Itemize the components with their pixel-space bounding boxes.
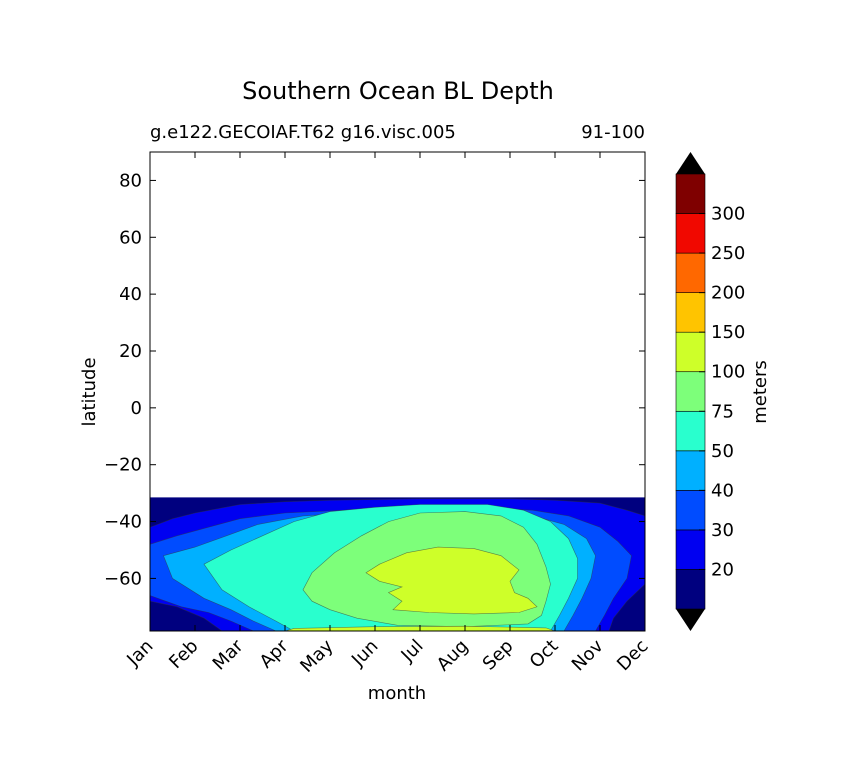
x-tick-label: May — [296, 635, 337, 676]
chart-subtitle-right: 91-100 — [581, 122, 645, 143]
colorbar-tick-label: 100 — [711, 362, 745, 383]
colorbar-tick-label: 50 — [711, 441, 734, 462]
y-tick-label: 40 — [119, 284, 142, 305]
colorbar-tick-label: 20 — [711, 559, 734, 580]
y-axis: 80 60 40 20 0 −20 −40 −60 — [104, 170, 645, 589]
contour-field — [150, 497, 645, 631]
y-tick-label: −20 — [104, 455, 142, 476]
y-tick-label: 20 — [119, 341, 142, 362]
y-tick-label: −40 — [104, 512, 142, 533]
x-axis-label: month — [368, 683, 426, 704]
colorbar-segment — [675, 213, 706, 254]
plot-frame — [149, 151, 646, 632]
x-tick-label: Sep — [479, 636, 518, 675]
x-tick-label: Feb — [165, 636, 202, 673]
colorbar-tick-label: 150 — [711, 322, 745, 343]
x-tick-label: Aug — [433, 636, 473, 676]
colorbar-segment — [675, 490, 706, 531]
colorbar-tick-label: 250 — [711, 243, 745, 264]
colorbar-label: meters — [750, 360, 771, 424]
x-tick-label: Apr — [256, 635, 293, 672]
x-tick-label: Jun — [347, 636, 382, 671]
colorbar-extend-min — [676, 609, 705, 631]
y-tick-label: −60 — [104, 568, 142, 589]
colorbar-segment — [675, 529, 706, 570]
chart-title: Southern Ocean BL Depth — [242, 77, 554, 105]
colorbar-tick-label: 300 — [711, 204, 745, 225]
colorbar-segment — [675, 292, 706, 333]
colorbar-segment — [675, 371, 706, 412]
colorbar-segment — [675, 569, 706, 610]
colorbar-tick-label: 40 — [711, 480, 734, 501]
y-tick-label: 60 — [119, 227, 142, 248]
colorbar-segment — [675, 410, 706, 452]
x-tick-label: Jan — [122, 636, 157, 671]
x-tick-label: Nov — [568, 635, 608, 675]
y-tick-label: 0 — [131, 398, 142, 419]
colorbar-tick-label: 75 — [711, 401, 734, 422]
colorbar-segment — [675, 331, 706, 373]
colorbar-segment — [675, 252, 706, 293]
colorbar-tick-label: 200 — [711, 283, 745, 304]
colorbar: 20 30 40 50 75 100 150 200 250 300 — [675, 152, 745, 631]
x-tick-label: Dec — [613, 636, 652, 675]
contour-band-100-150 — [365, 546, 538, 615]
colorbar-segment — [675, 173, 706, 214]
x-tick-label: Mar — [209, 635, 248, 674]
y-axis-label: latitude — [79, 357, 100, 426]
x-tick-label: Jul — [397, 636, 428, 667]
chart-subtitle-left: g.e122.GECOIAF.T62 g16.visc.005 — [150, 122, 456, 143]
y-tick-label: 80 — [119, 170, 142, 191]
colorbar-segment — [675, 450, 706, 491]
colorbar-extend-max — [676, 152, 705, 174]
colorbar-tick-label: 30 — [711, 520, 734, 541]
x-tick-label: Oct — [526, 636, 563, 673]
